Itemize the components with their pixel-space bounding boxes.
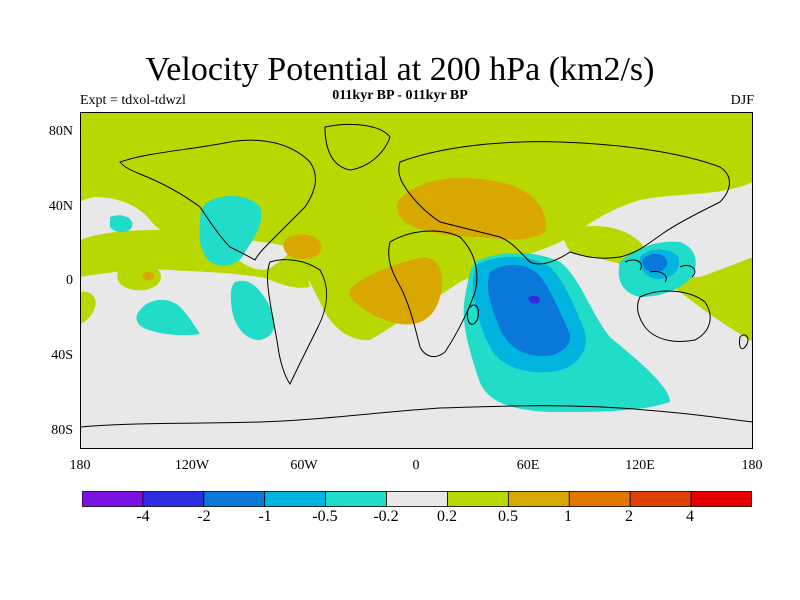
positive-region-southwest — [80, 291, 96, 324]
coastline-australia — [637, 290, 711, 342]
coastline-africa — [388, 230, 478, 358]
lat-label-80s: 80S — [51, 423, 73, 438]
lon-label-0: 0 — [412, 458, 420, 473]
lon-label-120w: 120W — [174, 458, 210, 473]
colorbar-label-0: -4 — [136, 508, 150, 525]
colorbar-box-8 — [568, 491, 631, 507]
negative-region-south-pacific — [136, 299, 200, 336]
colorbar-label-9: 4 — [686, 508, 694, 525]
colorbar-box-1 — [142, 491, 205, 507]
colorbar-box-9 — [629, 491, 692, 507]
velocity-potential-map — [80, 112, 753, 449]
coastline-south-america — [266, 259, 327, 385]
colorbar-box-4 — [325, 491, 387, 507]
coastline-antarctica — [80, 405, 753, 428]
negative-region-south-pacific-2 — [230, 280, 275, 340]
map-subtitle: 011kyr BP - 011kyr BP — [332, 88, 468, 103]
colorbar-box-2 — [203, 491, 266, 507]
colorbar-label-5: 0.2 — [437, 508, 457, 525]
coastlines — [80, 123, 753, 428]
colorbar-box-10 — [690, 491, 752, 507]
colorbar-box-7 — [507, 491, 570, 507]
colorbar-label-2: -1 — [258, 508, 272, 525]
coastline-eurasia — [398, 141, 730, 265]
negative-region-pacific-west — [110, 215, 133, 233]
lon-label-60w: 60W — [290, 458, 318, 473]
lon-label-180e: 180 — [741, 458, 763, 473]
colorbar-label-7: 1 — [564, 508, 572, 525]
lat-label-0: 0 — [66, 273, 73, 288]
colorbar-label-1: -2 — [197, 508, 211, 525]
colorbar-label-3: -0.5 — [312, 508, 338, 525]
negative-region-max — [528, 295, 540, 304]
colorbar-label-8: 2 — [625, 508, 633, 525]
colorbar-box-3 — [264, 491, 327, 507]
positive-region-northeast — [560, 226, 753, 342]
lon-label-60e: 60E — [516, 458, 540, 473]
colorbar-label-6: 0.5 — [498, 508, 518, 525]
positive-region-northwest — [80, 230, 310, 288]
negative-region-indian-strong — [487, 264, 571, 357]
negative-region-maritime-strong — [642, 253, 668, 272]
coastline-greenland — [324, 123, 391, 171]
coastline-maritime-islands — [624, 259, 696, 283]
colorbar-box-5 — [386, 491, 448, 507]
colorbar-label-4: -0.2 — [373, 508, 399, 525]
coastline-north-america — [119, 139, 316, 261]
negative-region-north-america — [199, 196, 262, 266]
colorbar-box-6 — [447, 491, 509, 507]
positive-region-east-pacific — [117, 264, 161, 291]
lat-label-40n: 40N — [48, 199, 73, 214]
positive-region-eurasia — [397, 177, 546, 240]
coastline-new-zealand — [739, 334, 749, 350]
lon-label-120e: 120E — [625, 458, 655, 473]
lon-label-180w: 180 — [69, 458, 91, 473]
positive-region-caribbean — [283, 234, 322, 260]
experiment-label: Expt = tdxol-tdwzl — [80, 93, 186, 108]
colorbar — [82, 491, 752, 507]
season-label: DJF — [730, 93, 754, 108]
positive-region-pacific-small — [142, 271, 155, 281]
positive-region-atlantic — [349, 257, 443, 325]
coastline-madagascar — [466, 304, 479, 325]
lat-label-40s: 40S — [51, 348, 73, 363]
colorbar-box-0 — [82, 491, 144, 507]
map-title: Velocity Potential at 200 hPa (km2/s) — [145, 51, 655, 88]
lat-label-80n: 80N — [48, 124, 73, 139]
